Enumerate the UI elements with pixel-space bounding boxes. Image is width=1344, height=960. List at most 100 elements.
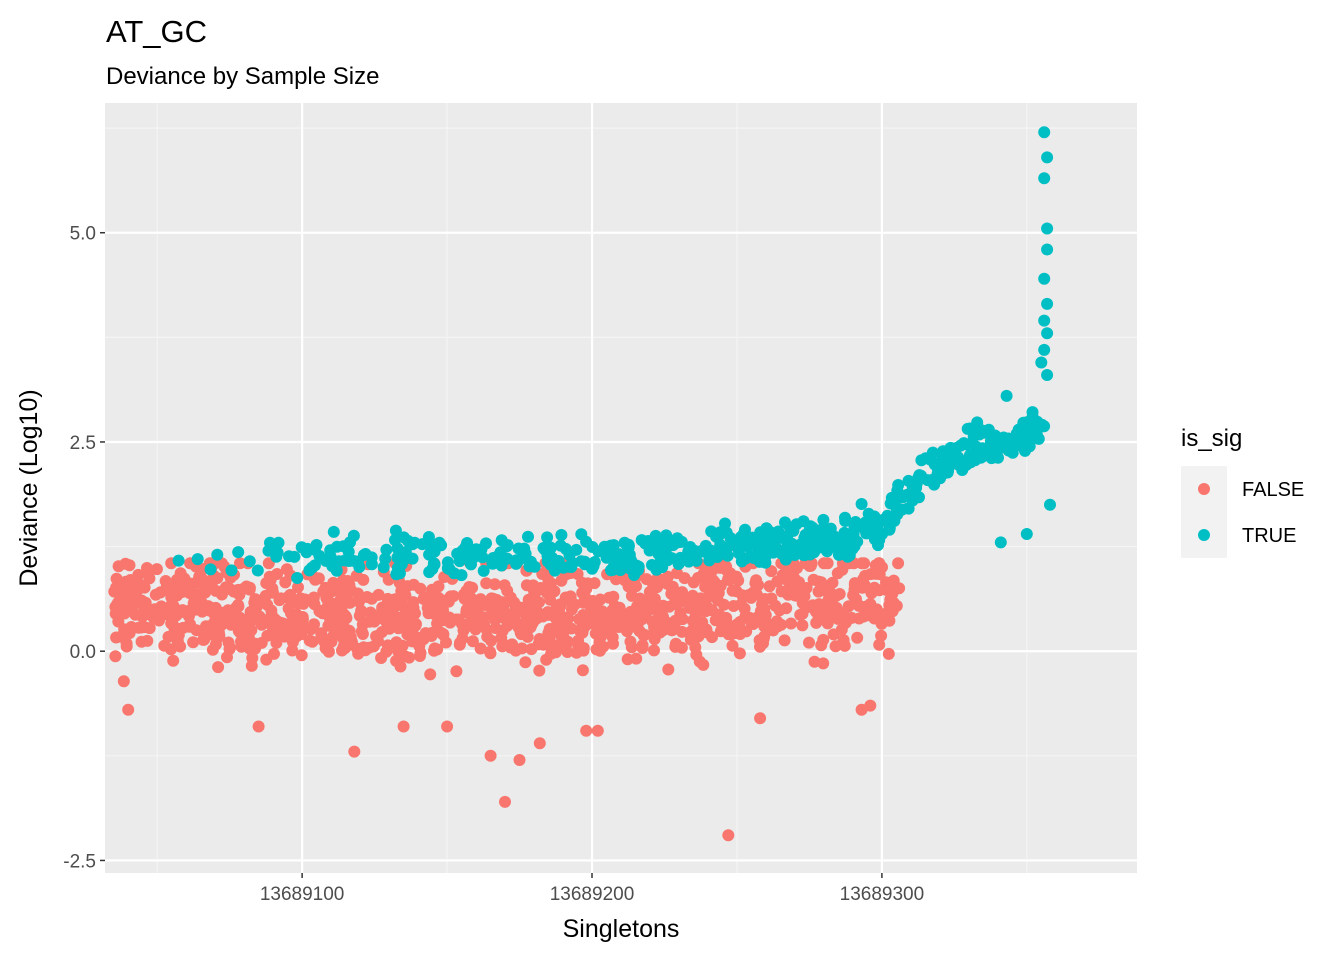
data-point-false — [437, 604, 449, 617]
data-point-false — [713, 608, 726, 621]
data-point-false — [771, 575, 784, 588]
data-point-false — [232, 600, 245, 613]
data-point-true — [172, 554, 185, 567]
data-point-true — [232, 546, 245, 559]
data-point-false — [392, 622, 405, 635]
data-point-true — [1035, 356, 1048, 369]
grid-major — [105, 103, 1137, 873]
data-point-false — [504, 641, 517, 654]
data-point-false — [826, 576, 839, 589]
data-point-false — [172, 638, 185, 651]
data-point-true — [650, 563, 663, 576]
data-point-false — [220, 608, 233, 621]
data-point-false — [800, 582, 813, 594]
data-point-false — [397, 720, 410, 733]
data-point-false — [290, 617, 303, 630]
data-point-true — [327, 525, 340, 538]
data-point-false — [807, 573, 820, 586]
data-point-false — [578, 621, 591, 634]
data-point-true — [1020, 528, 1033, 540]
data-point-false — [816, 579, 829, 592]
data-point-false — [865, 587, 878, 600]
data-point-false — [541, 606, 554, 619]
data-point-false — [206, 628, 218, 641]
data-point-true — [397, 531, 410, 544]
data-point-true — [964, 422, 977, 435]
data-point-false — [525, 615, 538, 628]
y-axis-ticks: -2.5 0.0 2.5 5.0 — [63, 224, 105, 872]
data-point-true — [974, 451, 987, 464]
data-point-true — [841, 550, 854, 563]
data-point-false — [831, 567, 844, 580]
data-point-false — [624, 605, 637, 618]
data-point-false — [327, 630, 340, 643]
data-point-false — [533, 664, 546, 677]
data-point-true — [501, 552, 514, 565]
legend: is_sig FALSE TRUE — [1181, 425, 1304, 558]
data-point-false — [866, 606, 879, 619]
data-point-true — [665, 552, 678, 565]
data-point-true — [331, 540, 344, 553]
data-point-true — [711, 545, 724, 558]
data-point-true — [674, 551, 687, 564]
data-point-true — [476, 551, 489, 564]
data-point-true — [269, 542, 282, 554]
data-point-true — [796, 547, 809, 560]
y-tick-label: 5.0 — [70, 224, 96, 245]
data-point-false — [511, 600, 524, 613]
data-point-true — [675, 535, 688, 548]
data-point-false — [211, 572, 224, 585]
data-point-true — [736, 532, 749, 545]
data-point-false — [327, 576, 340, 589]
x-tick-label: 13689200 — [550, 884, 635, 905]
data-point-false — [263, 617, 276, 630]
data-point-true — [330, 564, 343, 577]
data-point-false — [706, 573, 719, 586]
data-point-true — [441, 562, 454, 575]
data-point-true — [924, 453, 937, 466]
data-point-false — [376, 603, 389, 616]
data-point-false — [174, 567, 187, 580]
data-point-false — [714, 561, 727, 574]
data-point-true — [779, 516, 791, 529]
data-point-true — [1038, 272, 1051, 285]
data-point-false — [303, 634, 316, 647]
data-point-true — [790, 518, 803, 531]
data-point-true — [695, 544, 708, 557]
data-point-false — [548, 585, 561, 598]
data-point-false — [855, 703, 868, 716]
data-point-true — [251, 564, 264, 577]
data-point-false — [284, 588, 297, 601]
data-point-false — [701, 601, 714, 614]
data-point-true — [921, 474, 934, 487]
data-point-true — [618, 536, 631, 549]
data-point-false — [382, 619, 395, 632]
data-point-true — [523, 560, 536, 573]
data-point-true — [956, 464, 969, 476]
data-point-true — [872, 539, 884, 552]
data-point-false — [372, 635, 384, 648]
data-point-true — [839, 511, 851, 524]
data-point-false — [742, 589, 755, 602]
data-point-false — [123, 559, 136, 572]
data-point-false — [514, 618, 527, 631]
data-point-false — [165, 579, 178, 592]
data-point-false — [112, 596, 125, 609]
data-point-false — [670, 614, 683, 627]
data-point-false — [199, 586, 212, 599]
data-point-true — [575, 528, 588, 541]
data-point-false — [801, 601, 813, 614]
data-point-false — [636, 639, 649, 652]
data-point-false — [315, 627, 328, 640]
data-point-false — [339, 642, 352, 654]
data-point-true — [555, 529, 568, 541]
data-point-true — [862, 507, 875, 520]
data-point-false — [647, 580, 660, 593]
data-point-true — [1038, 126, 1051, 139]
data-point-false — [730, 627, 743, 640]
data-point-false — [342, 580, 354, 593]
data-point-false — [245, 659, 258, 672]
data-point-false — [884, 593, 897, 606]
data-point-false — [780, 602, 793, 615]
